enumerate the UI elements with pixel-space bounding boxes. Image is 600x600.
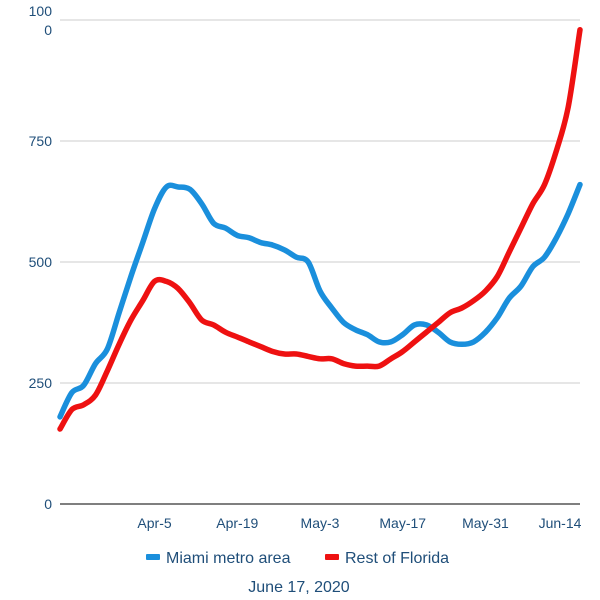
x-tick-label: Jun-14 (539, 515, 582, 531)
gridlines (60, 19, 580, 505)
legend: Miami metro area Rest of Florida (146, 550, 449, 567)
y-tick-label: 100 0 (29, 3, 53, 38)
y-tick-label: 750 (29, 133, 53, 149)
y-tick-label: 250 (29, 375, 53, 391)
legend-swatch (146, 554, 160, 560)
series-line-rest-of-florida (57, 26, 583, 432)
series-line-miami-metro-area (57, 181, 583, 420)
y-tick-label: 500 (29, 254, 53, 270)
x-tick-label: May-31 (462, 515, 509, 531)
x-tick-label: Apr-19 (216, 515, 258, 531)
y-tick-label: 0 (44, 496, 52, 512)
chart-caption: June 17, 2020 (248, 579, 350, 596)
legend-swatch (325, 554, 339, 560)
x-tick-label: May-17 (379, 515, 426, 531)
x-axis-ticks: Apr-5 Apr-19 May-3 May-17 May-31 Jun-14 (137, 515, 581, 531)
x-tick-label: May-3 (301, 515, 340, 531)
x-tick-label: Apr-5 (137, 515, 171, 531)
series-lines (57, 26, 583, 432)
legend-label: Rest of Florida (345, 550, 449, 567)
legend-label: Miami metro area (166, 550, 291, 567)
y-axis-ticks: 0 250 500 750 100 0 (29, 3, 53, 512)
